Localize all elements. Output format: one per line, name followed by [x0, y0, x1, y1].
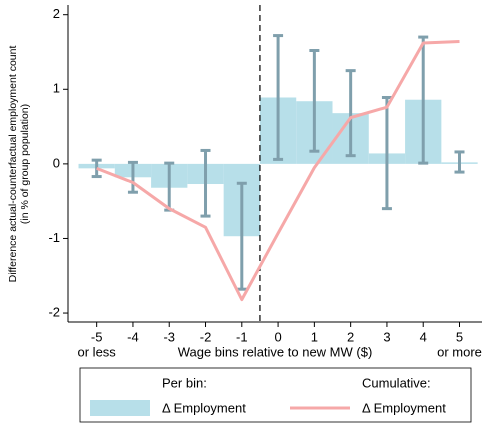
x-tick-label: -1 — [236, 329, 248, 344]
x-tick-label: 0 — [274, 329, 281, 344]
x-tick-label: -4 — [127, 329, 139, 344]
x-tick-label: -2 — [200, 329, 212, 344]
error-bar — [127, 160, 138, 194]
y-tick-label: -1 — [48, 230, 60, 245]
y-tick-label: 1 — [53, 81, 60, 96]
legend-label: Δ Employment — [162, 400, 246, 415]
legend-title: Per bin: — [162, 375, 207, 390]
x-tick-note: or less — [78, 344, 117, 359]
y-axis-label: Difference actual-counterfactual employm… — [7, 46, 19, 283]
x-axis-label: Wage bins relative to new MW ($) — [178, 344, 373, 359]
error-bar — [345, 69, 356, 158]
y-tick-label: 0 — [53, 155, 60, 170]
x-tick-label: 5 — [456, 329, 463, 344]
error-bar — [309, 48, 320, 153]
legend-title: Cumulative: — [362, 375, 431, 390]
y-axis-label: (in % of group population) — [19, 104, 31, 224]
error-bar — [200, 148, 211, 218]
x-tick-label: -5 — [91, 329, 103, 344]
error-bar — [236, 181, 247, 291]
x-tick-note: or more — [437, 344, 482, 359]
legend-label: Δ Employment — [362, 400, 446, 415]
x-tick-label: 3 — [383, 329, 390, 344]
error-bar — [418, 35, 429, 165]
y-tick-label: 2 — [53, 6, 60, 21]
legend-swatch — [90, 400, 150, 416]
x-tick-label: 2 — [347, 329, 354, 344]
y-tick-label: -2 — [48, 304, 60, 319]
line — [96, 40, 460, 302]
x-tick-label: -3 — [163, 329, 175, 344]
error-bar — [381, 95, 392, 211]
error-bar — [454, 150, 465, 174]
x-tick-label: 4 — [420, 329, 427, 344]
x-tick-label: 1 — [311, 329, 318, 344]
error-bar — [273, 34, 284, 161]
